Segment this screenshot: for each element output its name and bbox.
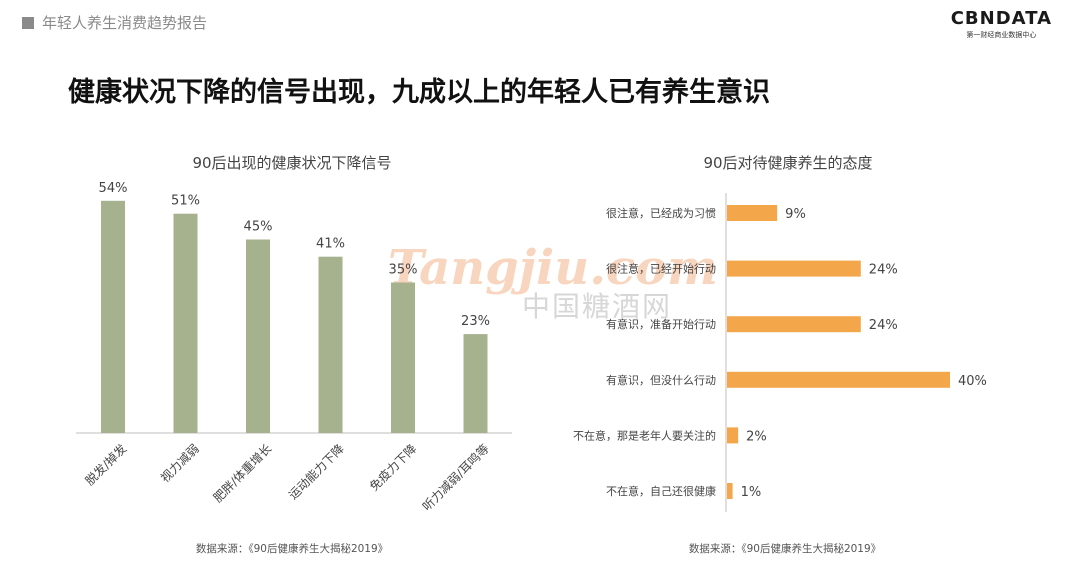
section-tag-square-icon (22, 16, 34, 29)
left-chart-category-label: 运动能力下降 (286, 441, 347, 502)
left-chart-source: 数据来源：《90后健康养生大揭秘2019》 (195, 543, 389, 555)
right-chart-value-label: 24% (869, 263, 898, 278)
brand-logo: CBNDATA 第一财经商业数据中心 (951, 8, 1052, 40)
right-chart-category-label: 有意识，准备开始行动 (606, 317, 716, 331)
right-chart-bar (727, 483, 733, 499)
right-chart-title: 90后对待健康养生的态度 (703, 154, 873, 172)
left-chart-value-label: 54% (99, 181, 128, 196)
left-chart-bar (173, 213, 198, 433)
left-chart-category-label: 免疫力下降 (366, 441, 419, 494)
right-chart-bar (727, 371, 950, 388)
right-chart-category-label: 有意识，但没什么行动 (606, 373, 716, 387)
right-chart-value-label: 2% (746, 429, 767, 444)
left-chart-bar (391, 282, 415, 433)
left-chart-category-label: 听力减弱/耳鸣等 (419, 441, 492, 514)
right-chart-value-label: 40% (958, 374, 987, 389)
section-tag: 年轻人养生消费趋势报告 (22, 12, 207, 33)
watermark: Tangjiu.com (388, 240, 718, 296)
left-chart-bar (463, 334, 488, 433)
page-title: 健康状况下降的信号出现，九成以上的年轻人已有养生意识 (68, 77, 770, 108)
right-chart-source: 数据来源：《90后健康养生大揭秘2019》 (688, 543, 882, 555)
right-chart-category-label: 不在意，那是老年人要关注的 (573, 428, 716, 442)
right-chart-value-label: 1% (741, 485, 762, 500)
left-chart-value-label: 51% (171, 194, 200, 209)
right-chart-bar (727, 316, 861, 333)
left-chart-bar (101, 200, 125, 433)
left-chart-value-label: 41% (316, 237, 345, 252)
left-chart-category-label: 肥胖/体重增长 (211, 441, 275, 505)
left-chart-category-label: 视力减弱 (157, 441, 202, 486)
right-chart-category-label: 很注意，已经开始行动 (606, 262, 716, 276)
left-chart-bar (318, 256, 343, 433)
section-tag-text: 年轻人养生消费趋势报告 (42, 14, 208, 32)
left-chart-bar (246, 239, 270, 433)
left-chart-title: 90后出现的健康状况下降信号 (192, 154, 392, 172)
right-chart-bar (727, 427, 739, 444)
right-chart-bar (727, 205, 778, 221)
logo-text: CBNDATA (950, 8, 1052, 29)
left-chart-category-label: 脱发/掉发 (82, 441, 129, 488)
right-chart-bar (727, 260, 861, 277)
right-chart-value-label: 9% (785, 207, 806, 222)
right-chart-category-label: 很注意，已经成为习惯 (606, 206, 716, 220)
right-chart-category-label: 不在意，自己还很健康 (606, 484, 716, 498)
left-chart-value-label: 23% (461, 314, 490, 329)
watermark-cn: 中国糖酒网 (522, 290, 673, 323)
left-chart-value-label: 35% (389, 263, 418, 278)
left-chart-value-label: 45% (244, 220, 273, 235)
right-chart-value-label: 24% (869, 318, 898, 333)
logo-subtitle: 第一财经商业数据中心 (966, 31, 1037, 39)
